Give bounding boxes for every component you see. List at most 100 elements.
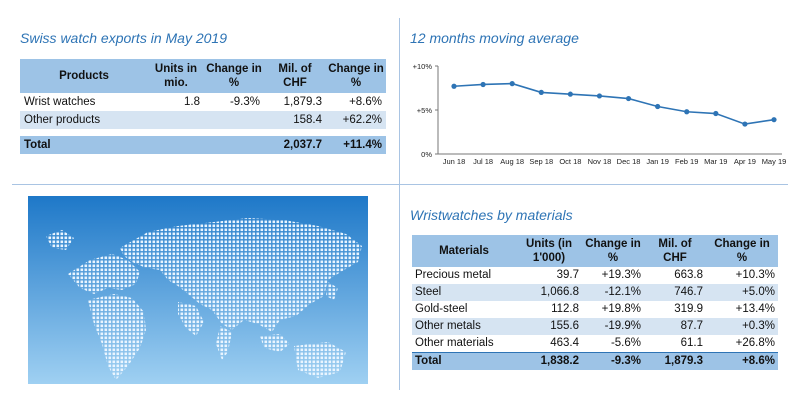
x-tick-label: Nov 18 [588,157,612,166]
chf-cell: 319.9 [674,303,703,315]
material-cell: Precious metal [415,269,492,281]
units-cell [148,111,204,129]
exports-table: Products Units in mio. Change in % Mil. … [20,59,386,154]
chf-cell: 158.4 [264,111,326,129]
column-header: Change in % [326,59,386,93]
y-tick-label: +10% [413,62,433,71]
table-total-row: Total 2,037.7 +11.4% [20,136,386,154]
data-point [684,109,690,115]
chf-change-cell: +0.3% [706,318,778,335]
units-change-cell: -12.1% [582,284,644,301]
product-cell: Other products [20,111,148,129]
chf-change-cell: +8.6% [349,96,382,108]
x-tick-label: Aug 18 [500,157,524,166]
table-header-row: Materials Units (in 1'000) Change in % M… [412,235,778,267]
data-point [509,81,515,87]
chf-change-cell: +10.3% [735,269,775,281]
column-header: Change in % [582,235,644,267]
chf-cell: 1,879.3 [283,96,322,108]
total-chf-cell: 1,879.3 [644,352,706,370]
data-point [625,95,632,102]
units-cell: 463.4 [550,337,579,349]
x-tick-label: Sep 18 [529,157,553,166]
chf-cell: 87.7 [644,318,706,335]
material-cell: Steel [412,284,516,301]
table-row: Other materials 463.4 -5.6% 61.1 +26.8% [412,335,778,353]
data-point [480,81,486,88]
exports-title: Swiss watch exports in May 2019 [20,30,227,46]
chf-cell: 663.8 [674,269,703,281]
chf-cell: 61.1 [680,337,703,349]
x-tick-label: Jun 18 [443,157,466,166]
column-header: Materials [412,235,516,267]
column-header: Mil. of CHF [264,59,326,93]
data-point [655,103,661,110]
total-units-change-cell: -9.3% [582,352,644,370]
chf-change-cell: +26.8% [735,337,775,349]
data-point [567,91,573,97]
materials-table: Materials Units (in 1'000) Change in % M… [412,235,778,370]
data-point [538,89,544,95]
table-row: Wrist watches 1.8 -9.3% 1,879.3 +8.6% [20,93,386,111]
units-change-cell [204,111,264,129]
total-chf-change-cell: +8.6% [706,352,778,370]
horizontal-divider [12,184,788,185]
material-cell: Other metals [412,318,516,335]
table-total-row: Total 1,838.2 -9.3% 1,879.3 +8.6% [412,352,778,370]
units-cell: 1.8 [184,96,200,108]
x-tick-label: Jul 18 [473,157,493,166]
column-header: Units in mio. [148,59,204,93]
material-cell: Gold-steel [415,303,468,315]
table-row: Other products 158.4 +62.2% [20,111,386,129]
vertical-divider [399,18,400,390]
units-change-cell: -9.3% [229,96,260,108]
units-cell: 112.8 [551,303,579,315]
units-change-cell: +19.3% [601,269,641,281]
column-header: Products [20,59,148,93]
column-header: Mil. of CHF [644,235,706,267]
x-tick-label: Feb 19 [675,157,698,166]
product-cell: Wrist watches [24,96,96,108]
total-label: Total [412,352,516,370]
data-point [596,93,603,99]
data-point [771,117,777,123]
column-header: Change in % [706,235,778,267]
moving-average-chart: 0% +5% +10% Jun 18 Jul 18 Aug 18 Sep 18 Oct 18 N… [413,62,787,166]
x-tick-label: May 19 [762,157,787,166]
materials-title: Wristwatches by materials [410,207,573,223]
world-map-illustration [28,196,368,384]
units-cell: 155.6 [516,318,582,335]
x-tick-label: Oct 18 [559,157,581,166]
units-cell: 39.7 [556,269,579,281]
column-header: Units (in 1'000) [516,235,582,267]
x-tick-label: Apr 19 [734,157,756,166]
column-header: Change in % [204,59,264,93]
chf-change-cell: +62.2% [326,111,386,129]
data-point [742,121,748,127]
total-label: Total [20,136,148,154]
material-cell: Other materials [415,337,494,349]
data-point [451,83,457,89]
chf-cell: 746.7 [644,284,706,301]
x-tick-label: Dec 18 [617,157,641,166]
table-row: Precious metal 39.7 +19.3% 663.8 +10.3% [412,267,778,284]
table-row: Steel 1,066.8 -12.1% 746.7 +5.0% [412,284,778,301]
units-cell: 1,066.8 [516,284,582,301]
units-change-cell: -5.6% [610,337,641,349]
y-tick-label: 0% [421,150,432,159]
table-spacer [20,129,386,136]
data-point [713,110,719,117]
chf-change-cell: +13.4% [735,303,775,315]
total-chf-cell: 2,037.7 [264,136,326,154]
y-tick-label: +5% [417,106,433,115]
units-change-cell: +19.8% [601,303,641,315]
moving-average-title: 12 months moving average [410,30,579,46]
x-tick-label: Jan 19 [646,157,669,166]
table-header-row: Products Units in mio. Change in % Mil. … [20,59,386,93]
units-change-cell: -19.9% [582,318,644,335]
total-chf-change-cell: +11.4% [326,136,386,154]
chf-change-cell: +5.0% [706,284,778,301]
table-row: Other metals 155.6 -19.9% 87.7 +0.3% [412,318,778,335]
x-tick-label: Mar 19 [704,157,727,166]
total-units-cell: 1,838.2 [516,352,582,370]
